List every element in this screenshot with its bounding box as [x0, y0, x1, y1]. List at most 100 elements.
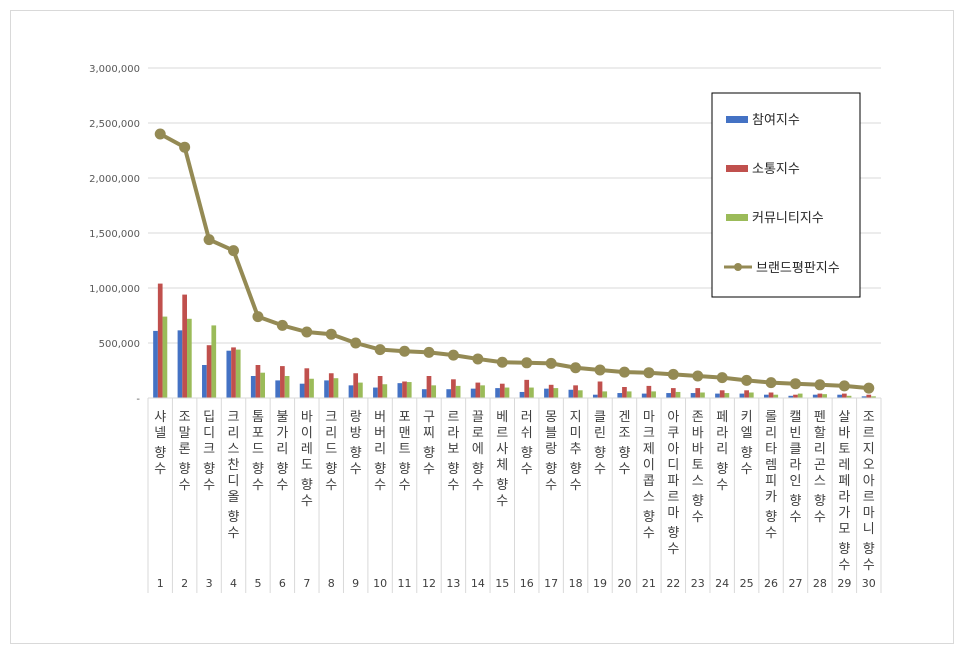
rank-label: 21 [642, 577, 656, 590]
bar [670, 388, 676, 398]
rank-label: 24 [715, 577, 729, 590]
rank-label: 4 [230, 577, 237, 590]
bar [470, 388, 476, 398]
y-tick-label: 3,000,000 [89, 64, 140, 75]
reputation-point [154, 128, 166, 140]
bar [157, 283, 163, 398]
bar [499, 383, 505, 398]
bar [866, 394, 872, 398]
bar [529, 387, 534, 398]
rank-label: 26 [764, 577, 778, 590]
legend-box [711, 92, 861, 298]
bar [641, 393, 647, 398]
rank-label: 8 [328, 577, 335, 590]
bar [202, 365, 207, 398]
reputation-point [228, 245, 240, 257]
reputation-point [789, 378, 801, 390]
reputation-point [252, 311, 264, 323]
reputation-line [154, 128, 875, 394]
bar [812, 394, 818, 398]
rank-label: 29 [837, 577, 851, 590]
rank-label: 7 [303, 577, 310, 590]
bar [592, 394, 598, 398]
rank-label: 5 [254, 577, 261, 590]
bar [153, 330, 158, 398]
bar [446, 389, 452, 398]
bar [382, 384, 388, 398]
bar [646, 385, 652, 398]
reputation-point [692, 370, 704, 382]
bar [666, 393, 671, 398]
reputation-point [863, 382, 875, 394]
rank-label: 1 [157, 577, 164, 590]
reputation-point [765, 377, 777, 389]
bar [426, 376, 432, 398]
bar [353, 373, 359, 398]
bar [280, 366, 285, 398]
y-tick-label: 2,000,000 [89, 174, 140, 185]
bar [861, 396, 867, 398]
bar [402, 381, 407, 398]
rank-label: 3 [206, 577, 213, 590]
reputation-point [594, 364, 606, 376]
reputation-point [472, 353, 484, 365]
bar [690, 393, 696, 398]
rank-label: 16 [520, 577, 534, 590]
bar [793, 394, 798, 398]
bar [788, 395, 794, 398]
legend-label-reputation: 브랜드평판지수 [756, 261, 840, 276]
bar [255, 365, 261, 398]
rank-label: 28 [813, 577, 827, 590]
bar [187, 318, 192, 398]
gridlines [148, 67, 881, 399]
reputation-point [203, 234, 215, 246]
bar [695, 388, 701, 398]
bar [617, 393, 623, 398]
bar [544, 388, 549, 398]
reputation-point [741, 374, 753, 386]
reputation-point [374, 344, 386, 356]
y-tick-label: - [136, 394, 140, 405]
bar [744, 390, 749, 398]
bar [162, 316, 168, 398]
bar [421, 389, 427, 398]
bar [602, 391, 608, 398]
bar [250, 376, 256, 398]
bar [348, 385, 354, 398]
rank-label: 22 [666, 577, 680, 590]
bar [573, 385, 578, 398]
bar [739, 393, 745, 398]
bar [324, 380, 329, 398]
bar [299, 383, 305, 398]
chart-frame: - 500,000 1,000,000 1,500,000 2,000,000 2,500… [10, 10, 954, 644]
bar [597, 381, 603, 398]
rank-label: 6 [279, 577, 286, 590]
legend: 참여지수 소통지수 커뮤니티지수 브랜드평판지수 [711, 92, 861, 298]
bar [260, 372, 265, 398]
legend-swatch-community [726, 214, 748, 221]
bar [568, 389, 574, 398]
rank-label: 10 [373, 577, 387, 590]
brand-reputation-chart: - 500,000 1,000,000 1,500,000 2,000,000 2,500… [89, 64, 882, 593]
bar [504, 387, 510, 398]
rank-label: 12 [422, 577, 436, 590]
bar [397, 383, 403, 398]
reputation-point [667, 368, 679, 380]
rank-label: 14 [471, 577, 485, 590]
reputation-point [399, 345, 411, 357]
bar [377, 376, 383, 398]
rank-label: 19 [593, 577, 607, 590]
bar [182, 294, 187, 398]
